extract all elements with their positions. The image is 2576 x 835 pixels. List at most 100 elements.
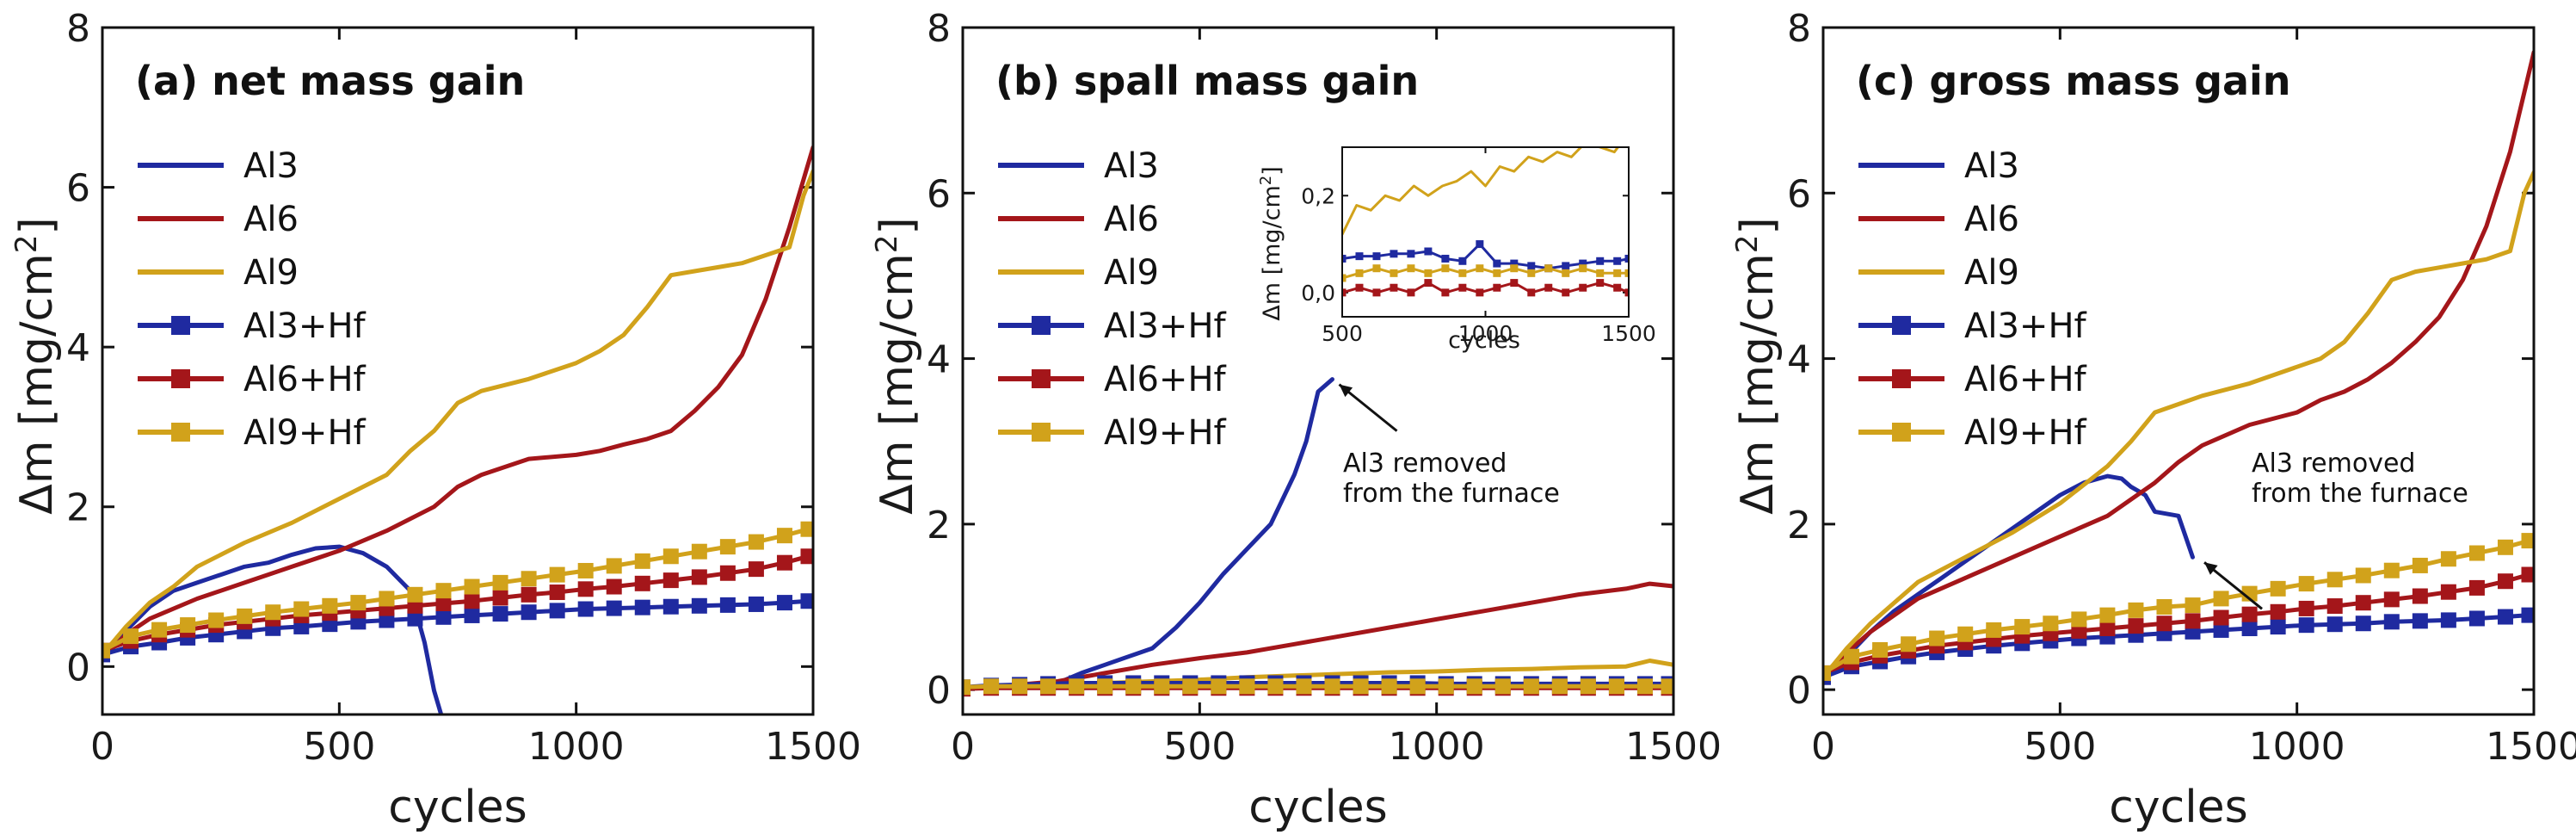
panel-a-series-al9-hf-point xyxy=(350,595,367,611)
panel-b-series-al9-hf-series xyxy=(963,678,1673,696)
panel-a-legend-label-4: Al6+Hf xyxy=(243,360,367,399)
panel-b-series-al9-hf-point xyxy=(1012,678,1028,695)
panel-c-legend-label-3: Al3+Hf xyxy=(1964,306,2087,346)
panel-b-series-al9-hf-point xyxy=(1636,678,1653,695)
panel-c-series-al3-hf-point xyxy=(2468,610,2485,627)
panel-b-inset-series-al3-hf-point xyxy=(1407,250,1415,258)
panel-c-series-al6-hf-point xyxy=(2497,573,2513,590)
panel-c-y-tick-label-4: 4 xyxy=(1787,338,1811,382)
panel-a-series-al9-hf-point xyxy=(102,642,110,659)
panel-b-inset-series-al6-hf-point xyxy=(1458,283,1467,292)
panel-b-series-al9-hf-point xyxy=(1125,678,1142,695)
panel-a-series-al9-hf-point xyxy=(606,558,622,574)
panel-b-legend-marker-3 xyxy=(1032,316,1051,335)
panel-a: (a) net mass gain cycles Δm [mg/cm2] 0 50… xyxy=(9,7,861,833)
panel-a-series-al9-hf-point xyxy=(719,539,736,555)
panel-a-series-al6-hf-point xyxy=(748,561,764,578)
panel-b-inset-series-al6-hf-point xyxy=(1562,288,1570,297)
panel-b-inset-series-al3-hf-point xyxy=(1476,240,1484,249)
panel-a-series-al3-hf-point xyxy=(577,601,594,617)
panel-c-y-axis-title: Δm [mg/cm2] xyxy=(1730,217,1784,514)
panel-a-x-tick-label-1500: 1500 xyxy=(765,725,861,769)
panel-c-series-al6-hf-point xyxy=(2298,600,2314,616)
panel-b-inset-series-al6-hf-point xyxy=(1527,288,1536,297)
panel-b-series-al9-hf-point xyxy=(1069,678,1085,695)
panel-a-series-al6-hf-point xyxy=(634,575,650,591)
panel-c-series-al9-hf-series xyxy=(1823,533,2534,681)
panel-b-inset-x-tick-label-1000: 1000 xyxy=(1458,321,1513,346)
panel-c-series-al9-hf-point xyxy=(1823,665,1831,681)
panel-c-x-tick-label-1000: 1000 xyxy=(2249,725,2345,769)
panel-b-series-al9-hf-point xyxy=(963,679,971,696)
panel-a-series-al6-hf-point xyxy=(435,596,452,612)
panel-b-inset-series-al3-hf-point xyxy=(1355,252,1364,261)
panel-a-series-al9-hf-point xyxy=(492,574,508,591)
panel-c-series-al3-hf-point xyxy=(2241,621,2258,637)
panel-a-legend-label-5: Al9+Hf xyxy=(243,413,367,453)
panel-c-series-al9-hf-point xyxy=(2213,591,2229,607)
panel-a-series-al9-hf-point xyxy=(435,583,452,599)
panel-c-title: (c) gross mass gain xyxy=(1856,58,2291,104)
panel-b-inset-series-al3-hf-series xyxy=(1342,240,1629,273)
panel-c-series-al9-hf-point xyxy=(1901,636,1917,653)
panel-a-series-al9-line xyxy=(102,169,813,657)
panel-c-series-al3-hf-point xyxy=(2298,617,2314,634)
panel-c-legend-label-4: Al6+Hf xyxy=(1964,360,2087,399)
panel-c-annotation-line1: Al3 removed xyxy=(2252,448,2415,479)
panel-c-legend-marker-5 xyxy=(1892,423,1911,442)
panel-c-series-al9-hf-point xyxy=(2241,585,2258,602)
panel-c-series-al6-hf-point xyxy=(2241,606,2258,622)
panel-b-inset-series-al6-hf-point xyxy=(1372,288,1381,297)
panel-a-legend: Al3 Al6 Al9 Al3+Hf Al6+Hf Al9+Hf xyxy=(138,146,367,453)
panel-a-y-tick-label-4: 4 xyxy=(66,326,90,370)
panel-a-series-al6-hf-point xyxy=(662,572,679,589)
panel-c-series-al3-hf-point xyxy=(2326,616,2343,633)
panel-b-inset-series-al3-hf-point xyxy=(1527,262,1536,270)
panel-c-series-al3-hf-point xyxy=(2497,609,2513,625)
panel-b-inset-series-al9-hf-point xyxy=(1390,269,1398,277)
panel-c-series-al6-hf-point xyxy=(2521,566,2534,583)
panel-b-inset-series-al6-hf-point xyxy=(1390,283,1398,292)
panel-b-inset-series-al9-hf-point xyxy=(1407,264,1415,273)
panel-a-series-al9-hf-point xyxy=(123,628,139,645)
panel-b-y-tick-label-0: 0 xyxy=(927,669,951,713)
panel-c-series-al6-hf-point xyxy=(2440,584,2456,600)
panel-a-x-tick-label-500: 500 xyxy=(303,725,375,769)
panel-b-x-tick-label-1000: 1000 xyxy=(1389,725,1485,769)
panel-b-inset-series-al3-hf-point xyxy=(1562,262,1570,270)
panel-b-inset-series-al9-hf-series xyxy=(1342,264,1629,282)
panel-b-y-tick-label-4: 4 xyxy=(927,338,951,382)
panel-b-inset-series-al9-hf-point xyxy=(1424,269,1433,277)
panel-c-legend-marker-3 xyxy=(1892,316,1911,335)
panel-c-series-al9-hf-point xyxy=(2043,615,2059,632)
panel-b-series-al6-series xyxy=(963,581,1673,690)
panel-c-series-al9-hf-point xyxy=(1957,626,1974,642)
panel-a-series-al6-hf-point xyxy=(691,569,707,585)
panel-b-series-al9-hf-point xyxy=(1580,678,1596,695)
panel-b-inset-series-al6-hf-point xyxy=(1342,288,1347,297)
panel-b-inset-series-al9-hf-point xyxy=(1510,264,1519,273)
panel-a-y-tick-label-8: 8 xyxy=(66,7,90,51)
panel-c-x-tick-label-500: 500 xyxy=(2024,725,2096,769)
panel-a-series-al3-hf-point xyxy=(521,604,537,621)
panel-b-inset-frame xyxy=(1341,146,1630,318)
panel-b-inset-series-al6-hf-point xyxy=(1355,283,1364,292)
panel-a-legend-label-0: Al3 xyxy=(243,146,299,186)
panel-c-series-al9-hf-point xyxy=(2521,533,2534,549)
panel-c-x-axis-title: cycles xyxy=(2109,782,2247,833)
panel-c-series-al9-hf-point xyxy=(2440,551,2456,567)
panel-c-series-al9-hf-point xyxy=(2071,611,2087,628)
panel-a-series-al3-hf-point xyxy=(464,607,480,623)
panel-c-series-al6-hf-point xyxy=(2468,579,2485,596)
panel-a-series-al3-hf-point xyxy=(435,609,452,625)
panel-a-series-al6-hf-series xyxy=(102,548,813,659)
panel-a-series-al9-hf-point xyxy=(521,571,537,587)
panel-a-legend-marker-4 xyxy=(171,369,190,388)
panel-a-series-al9-hf-point xyxy=(776,528,792,544)
panel-b-series-al9-hf-point xyxy=(1239,678,1255,695)
panel-b-series-al9-hf-point xyxy=(1381,678,1397,695)
panel-b-legend-label-1: Al6 xyxy=(1104,200,1159,239)
panel-b-inset-series-al6-hf-point xyxy=(1441,288,1450,297)
panel-b-inset-y-tick-label-0: 0,0 xyxy=(1301,281,1335,306)
panel-c-series-al9-hf-point xyxy=(2326,572,2343,588)
